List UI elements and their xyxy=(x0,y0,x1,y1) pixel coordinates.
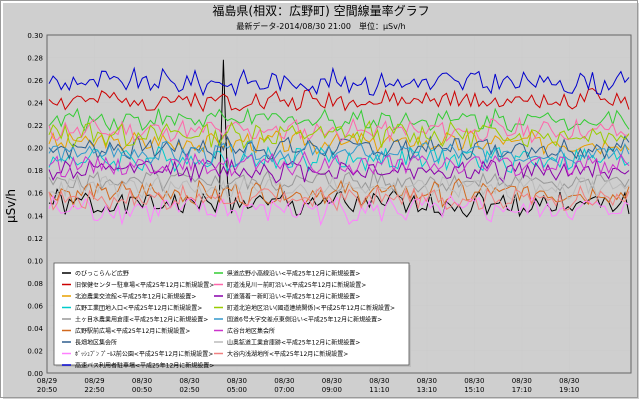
x-tick-label: 08/29 22:50 xyxy=(84,377,104,394)
x-tick-label: 08/30 11:10 xyxy=(369,377,389,394)
x-tick-label: 08/30 05:00 xyxy=(227,377,247,394)
legend-entry: 北迫農業交流館<平成25年12月に新規設置> xyxy=(75,293,196,301)
x-tick-label: 08/30 19:10 xyxy=(559,377,579,394)
legend-entry: のびっこらんど広野 xyxy=(75,270,129,278)
chart-subtitle: 最新データ-2014/08/30 21:00 単位：μSv/h xyxy=(236,21,405,31)
legend-entry: 大谷内浅湖地所<平成25年12月に新規設置> xyxy=(227,350,348,358)
series-line xyxy=(48,140,630,167)
y-tick-label: 0.18 xyxy=(27,167,43,175)
y-tick-label: 0.04 xyxy=(27,325,43,333)
chart-title: 福島県(相双：広野町) 空間線量率グラフ xyxy=(212,3,429,18)
x-tick-label: 08/30 15:10 xyxy=(464,377,484,394)
legend-entry: 町道落着ー新町沿い<平成25年12月に新規設置> xyxy=(227,293,360,301)
series-line xyxy=(48,183,630,212)
x-tick-label: 08/30 00:50 xyxy=(132,377,152,394)
y-tick-label: 0.02 xyxy=(27,347,43,355)
legend-entry: 広野駅前広場<平成25年12月に新規設置> xyxy=(75,327,190,335)
x-tick-label: 08/30 13:10 xyxy=(417,377,437,394)
y-tick-label: 0.16 xyxy=(27,190,43,198)
y-tick-label: 0.20 xyxy=(27,145,43,153)
series-line xyxy=(48,135,630,162)
series-line xyxy=(48,120,630,150)
x-tick-label: 08/30 07:00 xyxy=(274,377,294,394)
series-line xyxy=(48,116,630,144)
legend-entry: 町道浅見川ー前町沿い<平成25年12月に新規設置> xyxy=(227,281,366,289)
series-line xyxy=(48,66,630,97)
series-line xyxy=(48,174,630,200)
y-tick-label: 0.08 xyxy=(27,280,43,288)
x-tick-label: 08/30 17:10 xyxy=(512,377,532,394)
y-tick-labels: 0.00 0.02 0.04 0.06 0.08 0.10 0.12 0.14 0.16 0.18… xyxy=(27,32,43,378)
x-tick-label: 08/30 09:00 xyxy=(322,377,342,394)
x-tick-label: 08/30 02:50 xyxy=(179,377,199,394)
legend-entry: 広谷台地区集会所 xyxy=(227,327,275,335)
y-tick-label: 0.22 xyxy=(27,122,43,130)
y-tick-label: 0.00 xyxy=(27,370,43,378)
y-tick-label: 0.14 xyxy=(27,212,43,220)
legend-entry: 高速バス利用者駐車場<平成25年12月に新規設置> xyxy=(75,362,214,370)
y-tick-label: 0.06 xyxy=(27,302,43,310)
y-tick-label: 0.30 xyxy=(27,32,43,40)
y-tick-label: 0.10 xyxy=(27,257,43,265)
y-axis-label: μSv/h xyxy=(4,189,18,223)
y-tick-label: 0.12 xyxy=(27,235,43,243)
legend-entry: 国道6号大字交差点東側沿い<平成25年12月に新規設置> xyxy=(227,316,382,324)
series-line xyxy=(48,150,630,178)
series-lines xyxy=(48,59,630,227)
legend-entry: ﾎﾞｯｼｭﾌﾞﾝ ﾌﾟｰﾙｽ前公園<平成25年12月に新規設置> xyxy=(75,350,213,358)
y-tick-label: 0.26 xyxy=(27,77,43,85)
x-tick-label: 08/29 20:50 xyxy=(37,377,57,394)
legend-entry: 県道広野小高線沿い<平成25年12月に新規設置> xyxy=(227,270,360,278)
legend-entry: 広野工業団地入口<平成25年12月に新規設置> xyxy=(75,304,202,312)
legend-entry: 町道北迫地区沿い(國道連続関係)<平成25年12月に新規設置> xyxy=(227,304,395,312)
series-line xyxy=(48,107,630,133)
y-tick-label: 0.24 xyxy=(27,100,43,108)
legend-box xyxy=(53,262,410,366)
series-line xyxy=(48,129,630,156)
legend-entry: 長畑地区集会所 xyxy=(75,339,117,347)
legend-entry: 旧保健センター駐車場<平成25年12月に新規設置> xyxy=(75,281,214,289)
legend-entry: 土ヶ目水農業用倉庫<平成25年12月に新規設置> xyxy=(75,316,208,324)
plot-area-border xyxy=(46,34,632,374)
series-line xyxy=(48,168,630,194)
legend-entry: 山奥鉱道工業倉庫跡<平成25年12月に新規設置> xyxy=(227,339,360,347)
series-line xyxy=(48,157,630,184)
x-tick-labels: 08/29 20:50 08/29 22:50 08/30 00:50 08/30 02:50… xyxy=(37,377,579,394)
series-line xyxy=(48,87,630,113)
y-tick-label: 0.28 xyxy=(27,55,43,63)
